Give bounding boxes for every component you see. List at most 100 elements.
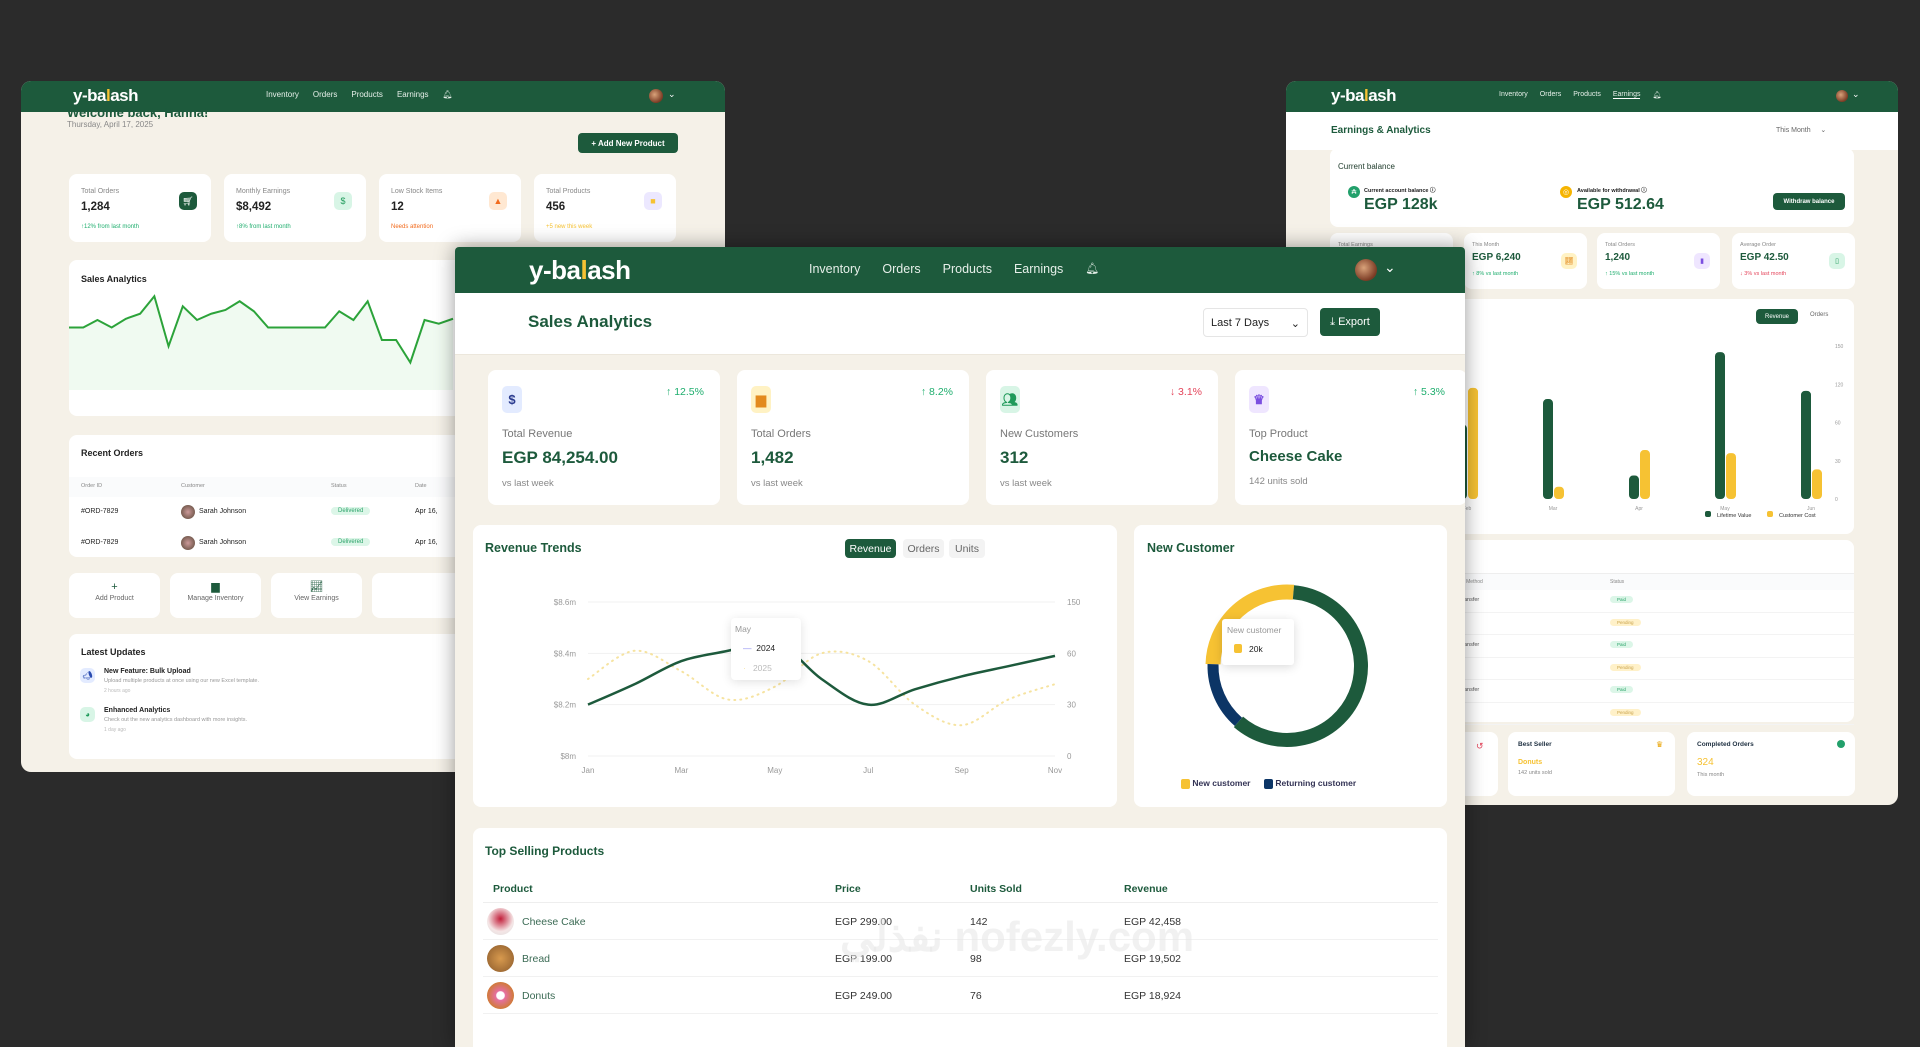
stat-card: ♛ ↑ 5.3% Top Product Cheese Cake 142 units s… bbox=[1235, 370, 1465, 505]
logo[interactable]: y-balash bbox=[1331, 86, 1396, 105]
stat-card[interactable]: Total Orders 1,284 ↑12% from last month 🛒︎ bbox=[69, 174, 211, 242]
nav-earnings[interactable]: Earnings bbox=[1013, 262, 1064, 276]
table-row[interactable]: Bread EGP 199.00 98 EGP 19,502 bbox=[483, 940, 1438, 977]
nav-inventory[interactable]: Inventory bbox=[809, 262, 861, 276]
change-indicator: ↑ 5.3% bbox=[1412, 386, 1445, 398]
title-bar: Sales Analytics Last 7 Days ⌄ ⤓ Export bbox=[455, 293, 1465, 355]
coin-icon: ◎ bbox=[1560, 186, 1572, 198]
stat-note: ↑8% from last month bbox=[236, 224, 291, 230]
chevron-down-icon[interactable]: ⌄ bbox=[1384, 259, 1396, 275]
nav-menu: Inventory Orders Products Earnings 🔔︎ bbox=[1499, 91, 1661, 99]
customer-name: Sarah Johnson bbox=[199, 539, 247, 546]
table-row[interactable]: Donuts EGP 249.00 76 EGP 18,924 bbox=[483, 977, 1438, 1014]
price: EGP 249.00 bbox=[835, 990, 893, 1002]
nav-orders[interactable]: Orders bbox=[312, 90, 338, 99]
plus-icon: + bbox=[111, 581, 118, 593]
available-value: EGP 512.64 bbox=[1577, 196, 1664, 213]
stat-card[interactable]: Monthly Earnings $8,492 ↑8% from last mont… bbox=[224, 174, 366, 242]
y-tick-label: $8.6m bbox=[554, 598, 577, 607]
stat-card[interactable]: Low Stock Items 12 Needs attention ▲ bbox=[379, 174, 521, 242]
stat-card: This Month EGP 6,240 ↑ 8% vs last month 📈︎ bbox=[1464, 233, 1587, 289]
update-desc: Upload multiple products at once using o… bbox=[104, 678, 260, 684]
product-name[interactable]: Donuts bbox=[522, 990, 556, 1002]
tab-orders[interactable]: Orders bbox=[903, 539, 944, 558]
table-row[interactable]: Cheese Cake EGP 299.00 142 EGP 42,458 bbox=[483, 903, 1438, 940]
stat-label: This Month bbox=[1472, 242, 1500, 248]
revenue: EGP 18,924 bbox=[1124, 990, 1182, 1002]
nav-earnings[interactable]: Earnings bbox=[1612, 91, 1641, 99]
nav-inventory[interactable]: Inventory bbox=[266, 90, 299, 99]
legend-swatch bbox=[1767, 511, 1773, 517]
stat-note: ↑12% from last month bbox=[81, 224, 140, 230]
stat-value: 312 bbox=[1000, 448, 1029, 467]
status-badge: Pending bbox=[1610, 708, 1641, 716]
customer-donut-chart bbox=[1205, 584, 1368, 747]
completed-orders-title: Completed Orders bbox=[1697, 741, 1754, 748]
nav-orders[interactable]: Orders bbox=[882, 262, 921, 276]
avatar[interactable] bbox=[1836, 90, 1848, 102]
tooltip-swatch bbox=[1234, 644, 1242, 653]
period-select[interactable]: This Month ⌄ bbox=[1776, 127, 1827, 134]
balance-icon: ₳ bbox=[1348, 186, 1360, 198]
completed-orders-card: Completed Orders 324 This month bbox=[1687, 732, 1855, 796]
update-desc: Check out the new analytics dashboard wi… bbox=[104, 717, 248, 723]
legend-new-customer: New customer bbox=[1181, 778, 1250, 789]
completed-orders-note: This month bbox=[1697, 772, 1725, 778]
stat-note: ↑ 8% vs last month bbox=[1472, 271, 1519, 277]
product-name[interactable]: Cheese Cake bbox=[522, 916, 586, 928]
revenue: EGP 19,502 bbox=[1124, 953, 1182, 965]
stat-card[interactable]: Total Products 456 +5 new this week ■ bbox=[534, 174, 676, 242]
stat-label: Low Stock Items bbox=[391, 188, 443, 195]
y-tick-label: 60 bbox=[1835, 421, 1841, 427]
nav-products[interactable]: Products bbox=[1573, 91, 1601, 98]
avatar[interactable] bbox=[1355, 259, 1377, 281]
tab-revenue[interactable]: Revenue bbox=[845, 539, 896, 558]
table-row[interactable]: #ORD-7829 Sarah Johnson Delivered Apr 16, bbox=[69, 528, 669, 559]
chevron-down-icon[interactable]: ⌄ bbox=[1852, 89, 1860, 99]
avatar[interactable] bbox=[649, 89, 663, 103]
tab-units[interactable]: Units bbox=[949, 539, 985, 558]
quick-action-3[interactable]: 📈︎ View Earnings bbox=[271, 573, 362, 618]
legend-returning-customer: Returning customer bbox=[1264, 778, 1356, 789]
stat-value: 1,284 bbox=[81, 201, 110, 213]
stat-label: Total Orders bbox=[751, 428, 811, 440]
legend-label: Lifetime Value bbox=[1717, 513, 1751, 519]
nav-orders[interactable]: Orders bbox=[1539, 91, 1562, 98]
quick-action-4[interactable] bbox=[372, 573, 463, 618]
column-header: Price bbox=[835, 883, 861, 895]
stat-note: ↑ 15% vs last month bbox=[1605, 271, 1655, 277]
column-header: Date bbox=[415, 483, 427, 489]
best-seller-note: 142 units sold bbox=[1518, 770, 1552, 776]
nav-inventory[interactable]: Inventory bbox=[1499, 91, 1528, 98]
nav-earnings[interactable]: Earnings bbox=[396, 90, 429, 99]
stat-value: EGP 42.50 bbox=[1740, 252, 1789, 263]
tab-revenue[interactable]: Revenue bbox=[1756, 309, 1798, 324]
withdraw-balance-button[interactable]: Withdraw balance bbox=[1773, 193, 1845, 210]
quick-action-2[interactable]: ▆ Manage Inventory bbox=[170, 573, 261, 618]
crown-icon: ♛ bbox=[1249, 386, 1269, 413]
nav-menu: Inventory Orders Products Earnings 🔔︎ bbox=[266, 90, 453, 99]
bell-icon[interactable]: 🔔︎ bbox=[1085, 263, 1100, 275]
quick-action-1[interactable]: + Add Product bbox=[69, 573, 160, 618]
x-tick-label: Apr bbox=[1635, 506, 1643, 512]
x-tick-label: Mar bbox=[1549, 506, 1558, 512]
add-new-product-button[interactable]: + Add New Product bbox=[578, 133, 678, 153]
product-name[interactable]: Bread bbox=[522, 953, 551, 965]
nav-products[interactable]: Products bbox=[942, 262, 992, 276]
export-button[interactable]: ⤓ Export bbox=[1320, 308, 1380, 336]
date-range-select[interactable]: Last 7 Days ⌄ bbox=[1203, 308, 1308, 337]
warning-icon: ▲ bbox=[489, 192, 507, 210]
tab-orders[interactable]: Orders bbox=[1810, 312, 1829, 318]
y-tick-label: 0 bbox=[1835, 497, 1838, 503]
table-row[interactable]: #ORD-7829 Sarah Johnson Delivered Apr 16, bbox=[69, 497, 669, 528]
recent-orders-title: Recent Orders bbox=[81, 448, 144, 458]
logo[interactable]: y-balash bbox=[529, 255, 631, 285]
chevron-down-icon[interactable]: ⌄ bbox=[668, 89, 676, 99]
top-selling-card: Top Selling Products Product Price Units S… bbox=[473, 828, 1447, 1047]
bell-icon[interactable]: 🔔︎ bbox=[442, 90, 453, 99]
logo[interactable]: y-balash bbox=[73, 86, 138, 105]
bell-icon[interactable]: 🔔︎ bbox=[1652, 92, 1662, 99]
nav-products[interactable]: Products bbox=[351, 90, 383, 99]
customer-avatar bbox=[181, 505, 195, 519]
stat-label: Average Order bbox=[1740, 242, 1776, 248]
